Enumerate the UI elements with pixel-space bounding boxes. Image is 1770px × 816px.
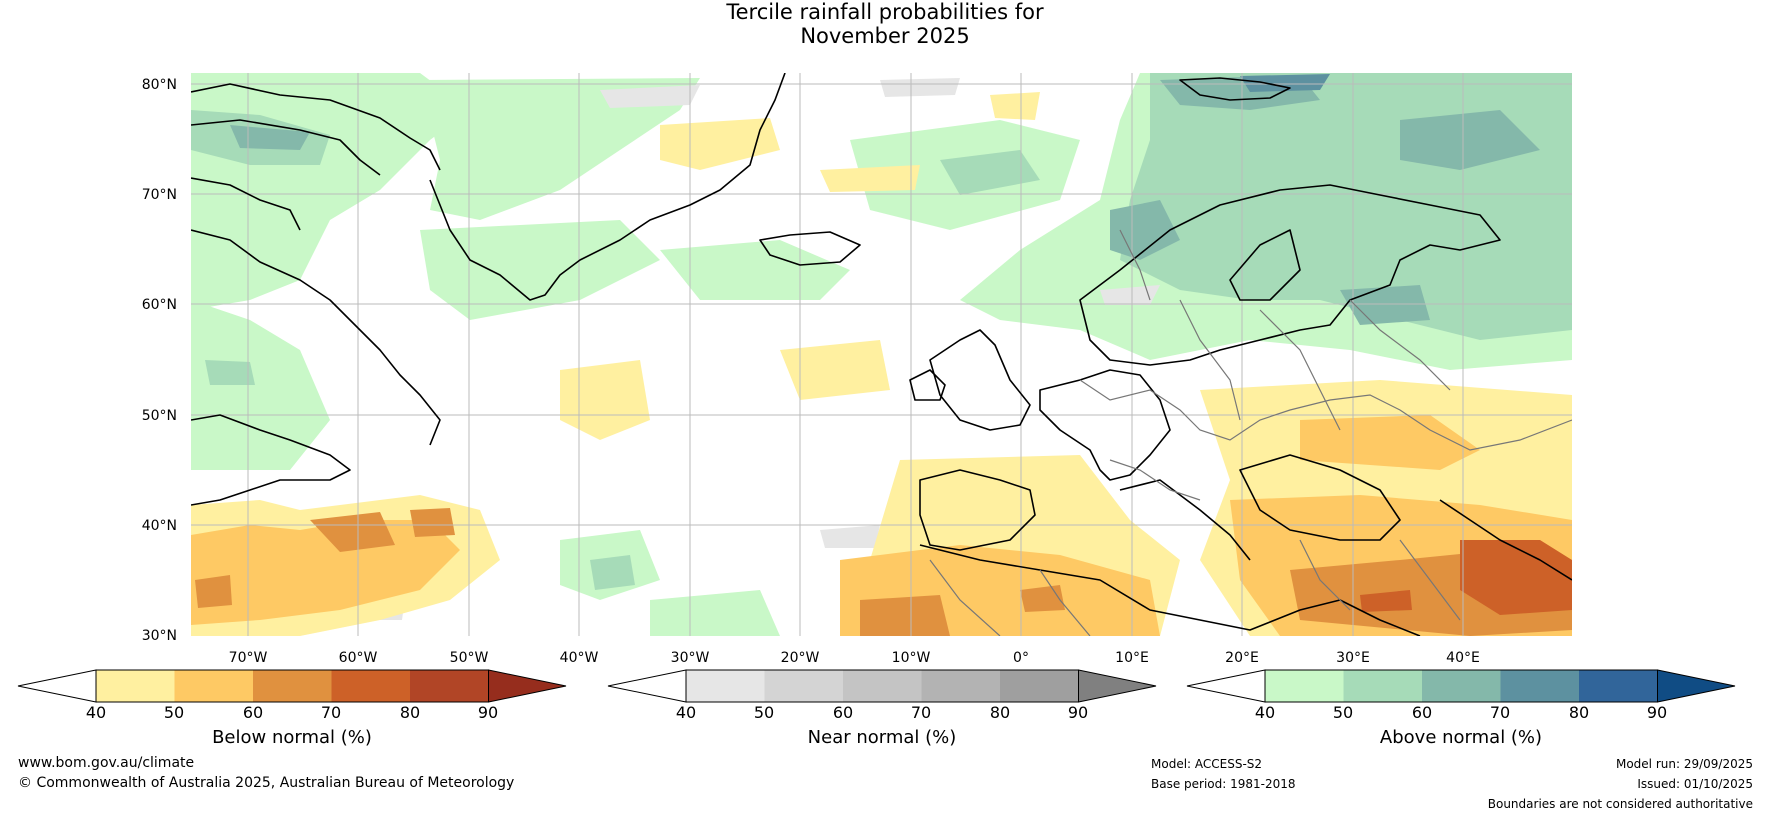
colorbar-below-tick: 40 [85,703,107,722]
colorbar-below-tick: 90 [477,703,499,722]
title-line-2: November 2025 [800,24,970,48]
colorbar-above-seg [1500,670,1579,702]
map-field [191,73,1572,636]
colorbar-near-seg [843,670,922,702]
colorbar-below-tick: 60 [242,703,264,722]
colorbar-near-seg [921,670,1000,702]
longitude-labels: 70°W 60°W 50°W 40°W 30°W 20°W 10°W 0° 10… [229,650,1480,666]
colorbar-below-seg [96,670,175,702]
lon-label: 40°E [1446,650,1480,666]
colorbar-below-seg [410,670,489,702]
colorbar-near-tick: 70 [910,703,932,722]
colorbar-below-label: Below normal (%) [212,727,372,748]
lon-label: 20°W [781,650,820,666]
lat-label: 50°N [142,408,177,424]
borders [929,229,1572,636]
colorbar-near-tick: 40 [675,703,697,722]
coastlines [191,73,1572,636]
lat-label: 70°N [142,187,177,203]
colorbar-below-right-arrow [488,669,567,703]
colorbar-above-tick: 50 [1332,703,1354,722]
colorbar-below-tick: 50 [163,703,185,722]
colorbar-above-tick: 90 [1646,703,1668,722]
colorbar-near-tick: 50 [753,703,775,722]
lon-label: 70°W [229,650,268,666]
colorbar-near-label: Near normal (%) [807,727,957,748]
website-link[interactable]: www.bom.gov.au/climate [18,755,195,771]
colorbar-above-tick: 60 [1411,703,1433,722]
lon-label: 20°E [1225,650,1259,666]
colorbar-above-seg [1265,670,1344,702]
lon-label: 30°E [1336,650,1370,666]
chart-title: Tercile rainfall probabilities for Novem… [0,0,1770,48]
colorbar-above-seg [1579,670,1658,702]
title-line-1: Tercile rainfall probabilities for [726,0,1044,24]
colorbar-below-left-arrow [17,669,97,703]
model-run-date: Model run: 29/09/2025 [1615,757,1753,771]
below-normal-regions [191,92,1572,636]
lon-label: 40°W [560,650,599,666]
colorbar-below-seg [331,670,410,702]
lon-label: 10°E [1115,650,1149,666]
latitude-labels: 80°N 70°N 60°N 50°N 40°N 30°N [142,77,177,644]
colorbar-above-tick: 70 [1489,703,1511,722]
issued-date: Issued: 01/10/2025 [1637,777,1753,791]
colorbar-below-tick: 70 [320,703,342,722]
colorbar-near-tick: 90 [1067,703,1089,722]
colorbar-near-tick: 60 [832,703,854,722]
lon-label: 50°W [450,650,489,666]
base-period: Base period: 1981-2018 [1151,777,1296,791]
colorbar-above-tick: 80 [1568,703,1590,722]
colorbar-below-seg [174,670,253,702]
lon-label: 0° [1013,650,1029,666]
copyright-text: © Commonwealth of Australia 2025, Austra… [18,775,515,791]
boundary-disclaimer: Boundaries are not considered authoritat… [1487,797,1753,811]
colorbar-near-left-arrow [607,669,687,703]
colorbar-above-right-arrow [1657,669,1736,703]
graticule [191,73,1572,636]
lon-label: 60°W [339,650,378,666]
colorbar-below [17,669,567,703]
colorbar-below-seg [253,670,332,702]
lat-label: 60°N [142,297,177,313]
model-name: Model: ACCESS-S2 [1151,757,1263,771]
colorbar-above-label: Above normal (%) [1379,727,1543,748]
colorbar-near-seg [686,670,765,702]
lon-label: 10°W [892,650,931,666]
colorbar-above-seg [1422,670,1501,702]
lon-label: 30°W [671,650,710,666]
lat-label: 40°N [142,518,177,534]
colorbar-near-seg [1000,670,1079,702]
colorbar-near-seg [764,670,843,702]
colorbar-above-left-arrow [1186,669,1266,703]
colorbar-near-right-arrow [1078,669,1157,703]
colorbar-near-tick: 80 [989,703,1011,722]
colorbar-above-seg [1343,670,1422,702]
colorbar-below-tick: 80 [399,703,421,722]
lat-label: 30°N [142,628,177,644]
lat-label: 80°N [142,77,177,93]
colorbar-near [607,669,1157,703]
colorbar-above-tick: 40 [1254,703,1276,722]
colorbar-above [1186,669,1736,703]
